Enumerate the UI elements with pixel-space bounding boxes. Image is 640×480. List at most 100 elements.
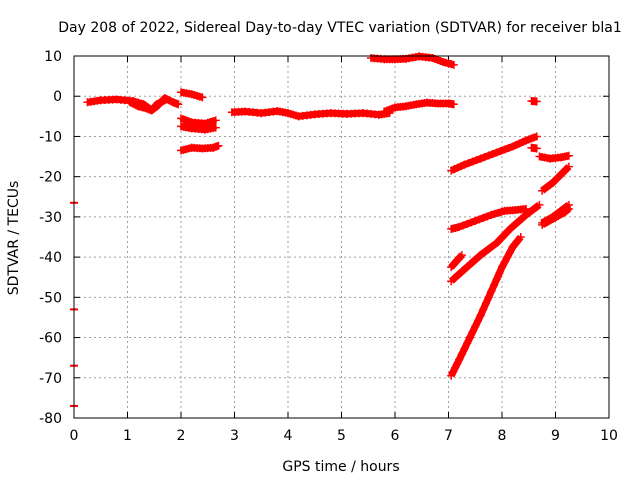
x-axis-title: GPS time / hours [282,459,399,475]
data-point [449,60,458,69]
y-tick-label: -60 [39,331,62,347]
data-point [214,141,223,150]
series-track-j [447,132,541,175]
data-point [506,248,515,257]
data-point [532,144,541,153]
data-point [564,200,573,209]
x-tick-label: 10 [600,428,618,444]
data-point [488,150,497,159]
series-track-m [447,200,544,286]
data-point [535,200,544,209]
data-point [479,213,488,222]
data-point [484,151,493,160]
series-track-c [177,88,207,102]
data-point [198,93,207,102]
data-point [451,363,460,372]
y-tick-label: -80 [39,411,62,427]
data-point [211,116,220,125]
data-point [464,261,473,270]
data-point [510,221,519,230]
data-point [453,359,462,368]
y-tick-label: 0 [53,89,62,105]
series-track-p [527,97,541,106]
data-point [518,214,527,223]
data-point [449,100,458,109]
data-point [564,151,573,160]
series-track-g [227,107,394,121]
x-tick-label: 2 [177,428,186,444]
data-point [463,219,472,228]
chart-title: Day 208 of 2022, Sidereal Day-to-day VTE… [58,20,621,36]
data-point [465,333,474,342]
data-point [455,355,464,364]
data-point [481,299,490,308]
series-track-e [177,122,220,134]
x-tick-label: 1 [123,428,132,444]
y-tick-labels: 10 0 -10 -20 -30 -40 -50 -60 -70 -80 [39,49,62,427]
data-point [496,147,505,156]
y-tick-label: 10 [44,49,62,65]
series-track-r [538,162,573,195]
x-tick-label: 3 [230,428,239,444]
y-tick-label: -30 [39,210,62,226]
data-point [492,275,501,284]
data-point [484,245,493,254]
data-point [532,97,541,106]
data-point [473,316,482,325]
data-point [503,253,512,262]
plot-frame [73,55,610,419]
series-track-h [380,98,458,116]
data-point [471,322,480,331]
data-point [471,216,480,225]
data-point [489,281,498,290]
series-track-t [538,200,573,227]
data-point [479,305,488,314]
y-axis-title: SDTVAR / TECUs [6,181,22,296]
data-point [174,100,183,109]
y-tick-label: -20 [39,170,62,186]
data-point [480,248,489,257]
data-point [464,159,473,168]
data-point [484,293,493,302]
data-point [475,215,484,224]
y-tick-label: -50 [39,290,62,306]
data-point [457,350,466,359]
data-point [564,162,573,171]
data-point [476,154,485,163]
data-point [160,96,169,105]
series-track-k [447,204,531,233]
x-tick-label: 7 [444,428,453,444]
data-point [500,258,509,267]
x-tick-label: 6 [391,428,400,444]
data-point [504,144,513,153]
data-point [460,344,469,353]
data-point [472,254,481,263]
x-tick-label: 8 [498,428,507,444]
data-point [488,242,497,251]
x-tick-label: 9 [551,428,560,444]
data-point [455,222,464,231]
data-point [456,252,465,261]
data-point [514,217,523,226]
series-track-l [447,251,466,272]
y-tick-label: -70 [39,371,62,387]
data-point [492,148,501,157]
data-point [487,287,496,296]
y-tick-label: -10 [39,129,62,145]
x-tick-label: 0 [70,428,79,444]
series-track-f [177,141,223,155]
data-point [480,153,489,162]
data-point [506,224,515,233]
data-point [516,233,525,241]
data-point [476,311,485,320]
series-track-n [447,233,525,380]
data-point [447,371,456,380]
series-track-b [126,96,169,115]
data-point [449,367,458,376]
series-track-q [535,151,573,163]
x-tick-label: 4 [284,428,293,444]
data-point [532,132,541,141]
data-point [500,145,509,154]
data-point [476,251,485,260]
x-tick-labels: 0 1 2 3 4 5 6 7 8 9 10 [70,428,618,444]
